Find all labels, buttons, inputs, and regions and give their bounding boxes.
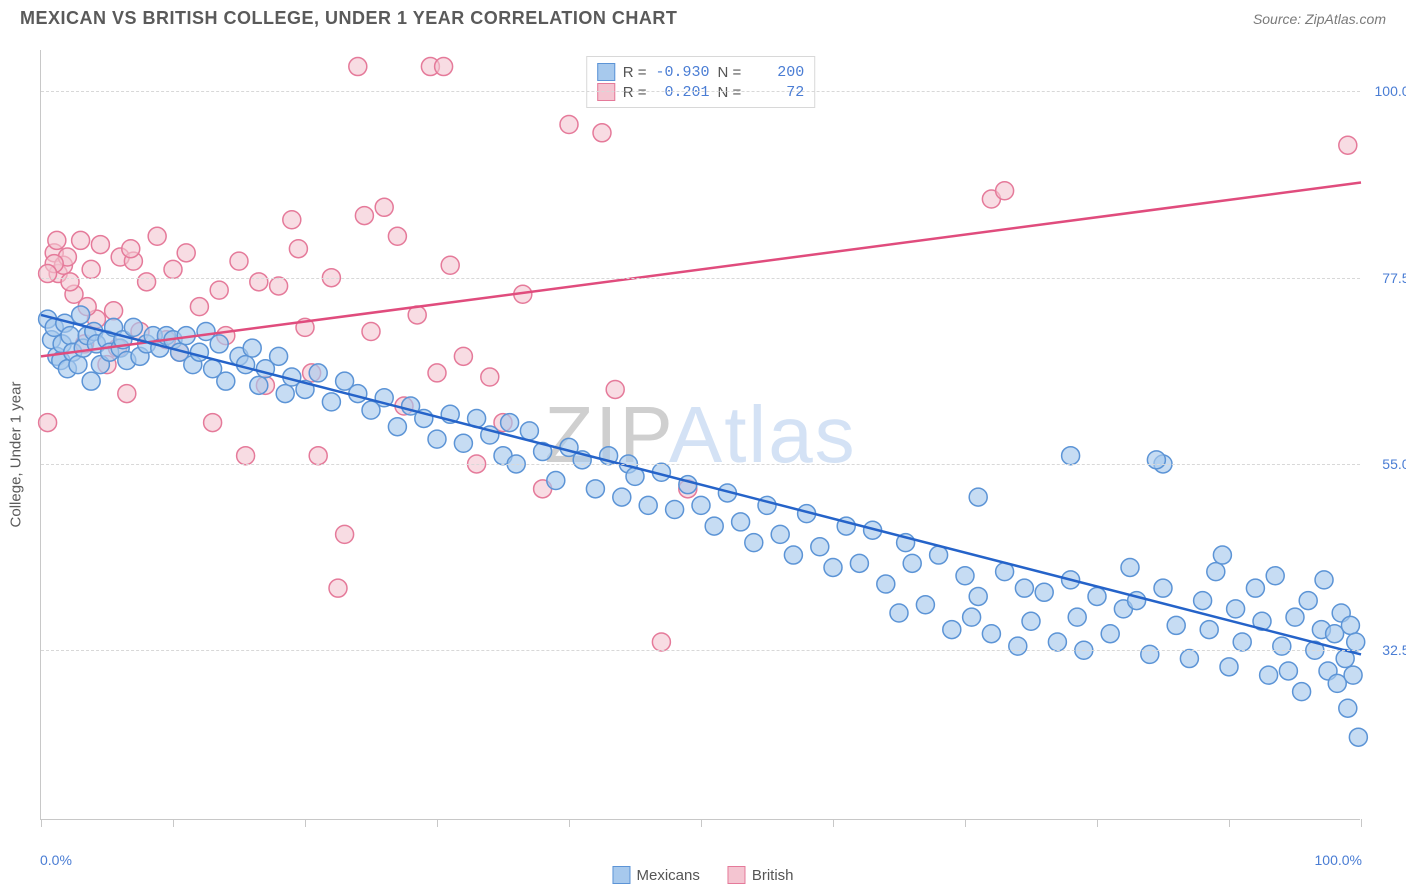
gridline-h: [41, 91, 1360, 92]
legend-label: Mexicans: [636, 867, 699, 884]
gridline-h: [41, 464, 1360, 465]
stats-row: R = -0.930 N = 200: [597, 63, 805, 81]
ytick-label: 100.0%: [1367, 83, 1406, 99]
r-value: -0.930: [655, 64, 710, 81]
ytick-label: 55.0%: [1367, 456, 1406, 472]
legend-item-mexicans: Mexicans: [612, 866, 699, 884]
xtick: [1229, 819, 1230, 827]
stats-legend-box: R = -0.930 N = 200 R = 0.201 N = 72: [586, 56, 816, 108]
xtick: [1361, 819, 1362, 827]
r-label: R =: [623, 64, 647, 81]
gridline-h: [41, 278, 1360, 279]
xtick: [701, 819, 702, 827]
x-axis-max-label: 100.0%: [1315, 852, 1362, 868]
chart-title: MEXICAN VS BRITISH COLLEGE, UNDER 1 YEAR…: [20, 8, 677, 29]
xtick: [965, 819, 966, 827]
legend-bottom: Mexicans British: [612, 866, 793, 884]
xtick: [305, 819, 306, 827]
n-value: 200: [749, 64, 804, 81]
ytick-label: 32.5%: [1367, 642, 1406, 658]
legend-label: British: [752, 867, 794, 884]
xtick: [41, 819, 42, 827]
ytick-label: 77.5%: [1367, 270, 1406, 286]
xtick: [833, 819, 834, 827]
plot-area: ZIPAtlas R = -0.930 N = 200 R = 0.201 N …: [40, 50, 1360, 820]
scatter-svg: [41, 50, 1360, 819]
n-label: N =: [718, 64, 742, 81]
xtick: [1097, 819, 1098, 827]
gridline-h: [41, 650, 1360, 651]
legend-item-british: British: [728, 866, 794, 884]
x-axis-min-label: 0.0%: [40, 852, 72, 868]
swatch-mexicans: [612, 866, 630, 884]
xtick: [173, 819, 174, 827]
y-axis-label: College, Under 1 year: [8, 382, 25, 528]
xtick: [569, 819, 570, 827]
source-label: Source: ZipAtlas.com: [1253, 11, 1386, 27]
xtick: [437, 819, 438, 827]
swatch-mexicans: [597, 63, 615, 81]
swatch-british: [728, 866, 746, 884]
chart-header: MEXICAN VS BRITISH COLLEGE, UNDER 1 YEAR…: [0, 0, 1406, 33]
